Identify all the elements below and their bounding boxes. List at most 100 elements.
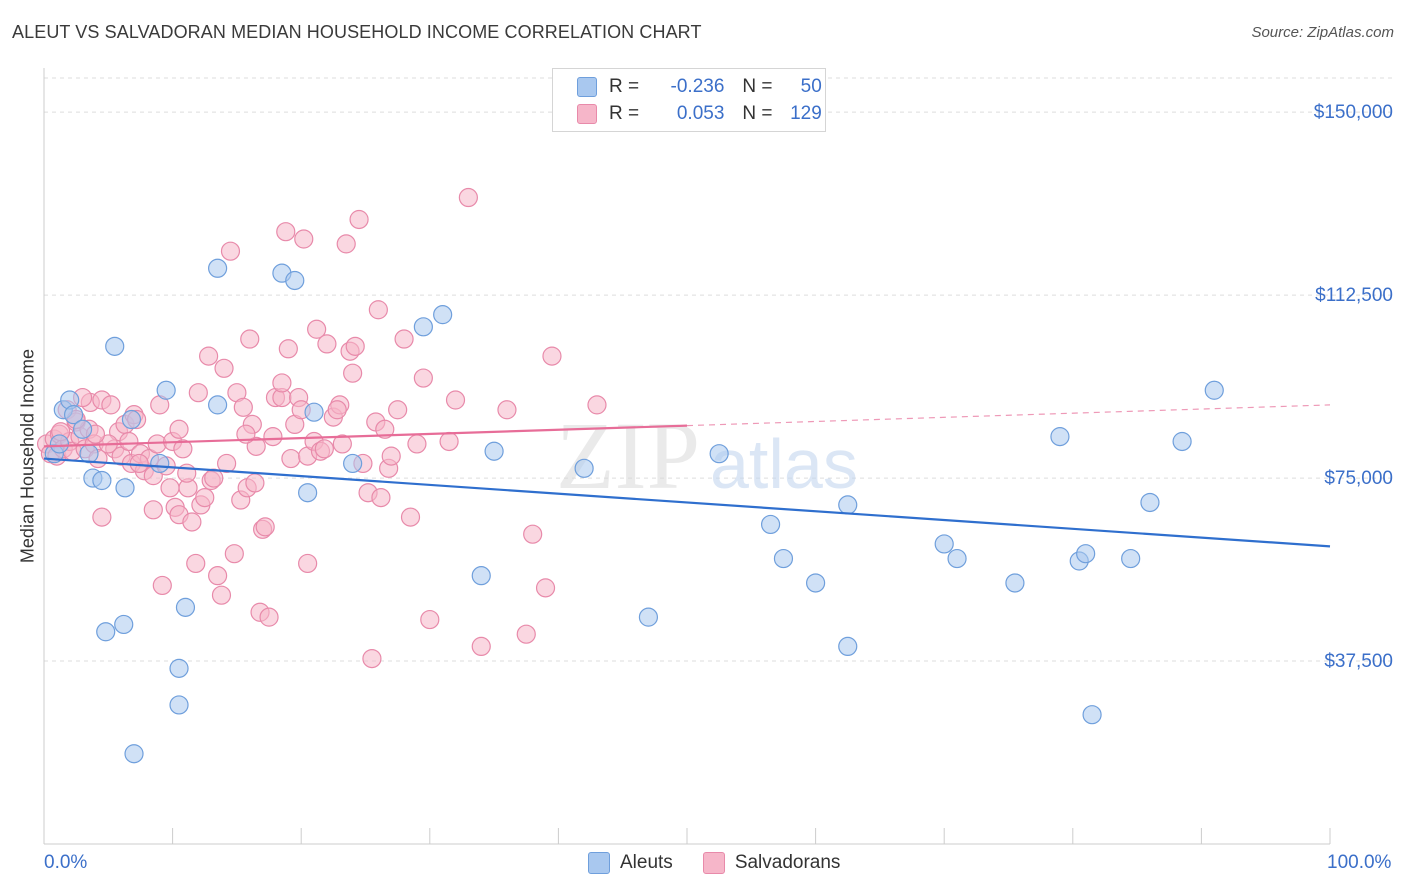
aleut-point (1076, 544, 1096, 564)
aleut-point (773, 548, 794, 569)
salvadoran-point (220, 241, 241, 261)
salvadoran-point (92, 507, 112, 527)
salvadoran-point (394, 329, 414, 349)
series-legend: Aleuts Salvadorans (588, 852, 870, 874)
salvadoran-point (407, 434, 427, 454)
salvadoran-point (276, 222, 296, 242)
aleut-point (79, 444, 99, 464)
salvadoran-point (246, 436, 266, 456)
aleut-point (150, 453, 170, 474)
legend-label-aleuts: Aleuts (620, 852, 673, 873)
aleut-swatch (577, 77, 597, 97)
salvadoran-point (298, 553, 318, 574)
salvadoran-point (458, 187, 478, 208)
salvadoran-point (362, 648, 382, 669)
salvadoran-point (388, 400, 408, 420)
salvadoran-point (420, 609, 440, 630)
legend-item-aleuts: Aleuts (588, 852, 673, 874)
aleut-point (63, 405, 84, 425)
legend-r-label: R = (609, 76, 640, 97)
aleut-point (638, 607, 659, 627)
salvadoran-point (314, 439, 334, 459)
salvadoran-point (255, 517, 275, 537)
aleut-point (805, 573, 826, 593)
aleut-point (72, 419, 93, 439)
salvadoran-points (36, 187, 607, 669)
salvadoran-point (400, 507, 421, 527)
aleut-point (1082, 705, 1102, 725)
aleut-point (92, 470, 112, 491)
aleut-point (574, 458, 594, 478)
salvadoran-point (375, 419, 395, 439)
aleut-point (169, 658, 189, 678)
aleut-point (96, 622, 116, 642)
salvadoran-point (217, 453, 237, 474)
legend-n-label: N = (742, 76, 773, 97)
salvadoran-point (245, 473, 265, 493)
salvadoran-point (523, 524, 543, 544)
aleut-point (1050, 427, 1070, 447)
salvadoran-point (208, 566, 228, 586)
aleut-point (934, 534, 954, 554)
salvadoran-point (542, 346, 562, 366)
aleut-swatch (588, 852, 610, 874)
legend-r-value: -0.236 (670, 76, 725, 97)
aleut-point (760, 514, 781, 535)
aleut-point (105, 336, 125, 356)
salvadoran-swatch (577, 104, 597, 124)
salvadoran-point (381, 446, 401, 466)
salvadoran-point (516, 624, 536, 644)
aleut-trend-line (43, 457, 1331, 548)
y-tick-label: $112,500 (1315, 285, 1393, 306)
salvadoran-point (214, 358, 234, 378)
salvadoran-point (204, 468, 224, 488)
trend-lines (43, 404, 1331, 548)
salvadoran-point (497, 400, 517, 420)
y-axis-label: Median Household Income (17, 348, 38, 564)
y-tick-label: $37,500 (1324, 651, 1393, 672)
aleut-point (709, 444, 729, 464)
source-credit: Source: ZipAtlas.com (1251, 24, 1394, 41)
x-tick-label-min: 0.0% (44, 852, 88, 873)
aleut-point (169, 695, 189, 715)
salvadoran-point (233, 397, 253, 417)
legend-n-label: N = (742, 103, 773, 124)
salvadoran-point (535, 578, 556, 598)
salvadoran-point (317, 334, 337, 354)
watermark-atlas: atlas (710, 425, 858, 503)
x-tick-label-max: 100.0% (1327, 852, 1392, 873)
legend-r-value: 0.053 (676, 103, 725, 124)
salvadoran-point (294, 229, 314, 249)
grid-lines (44, 77, 1392, 662)
salvadoran-point (349, 209, 369, 230)
aleut-point (1172, 431, 1192, 452)
aleut-point (285, 270, 305, 291)
salvadoran-point (101, 395, 121, 415)
salvadoran-point (119, 431, 139, 452)
aleut-point (1204, 380, 1224, 400)
aleut-point (947, 548, 967, 569)
salvadoran-point (272, 373, 292, 393)
legend-r-label: R = (609, 103, 640, 124)
salvadoran-point (471, 636, 491, 657)
y-tick-label: $75,000 (1324, 468, 1393, 489)
salvadoran-point (263, 427, 283, 447)
salvadoran-swatch (702, 852, 725, 874)
aleut-point (156, 380, 176, 400)
salvadoran-point (188, 383, 208, 403)
chart-title: ALEUT VS SALVADORAN MEDIAN HOUSEHOLD INC… (12, 22, 702, 42)
salvadoran-trend-extension (686, 404, 1331, 427)
salvadoran-point (343, 363, 363, 383)
salvadoran-point (211, 585, 232, 605)
salvadoran-point (368, 300, 388, 320)
salvadoran-point (281, 448, 301, 469)
salvadoran-point (345, 336, 365, 356)
salvadoran-point (587, 395, 607, 415)
salvadoran-point (129, 453, 149, 474)
legend-row-aleuts: R = -0.236 N = 50 (577, 75, 822, 99)
aleut-point (121, 409, 142, 430)
legend-n-value: 129 (790, 103, 822, 124)
aleut-point (124, 744, 144, 764)
aleut-point (413, 317, 433, 337)
